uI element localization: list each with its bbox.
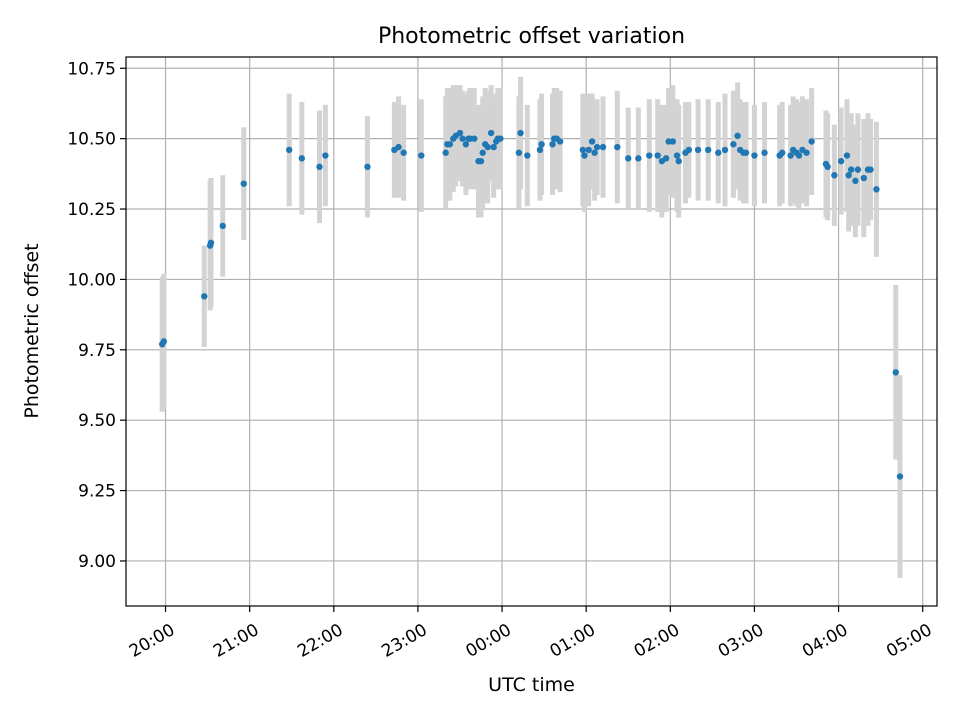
data-point <box>730 141 737 148</box>
data-point <box>803 149 810 156</box>
data-point <box>160 338 168 345</box>
data-point <box>207 239 215 247</box>
data-point <box>418 152 425 159</box>
data-point <box>286 146 293 154</box>
data-point <box>322 152 329 159</box>
data-point <box>694 146 702 154</box>
data-point <box>704 146 712 154</box>
y-tick-label: 10.00 <box>67 270 116 290</box>
data-point <box>721 146 729 154</box>
y-tick-label: 9.50 <box>78 411 116 431</box>
data-point <box>787 152 794 159</box>
data-point <box>779 149 786 156</box>
data-point <box>591 149 598 156</box>
data-point <box>845 172 852 179</box>
data-point <box>751 152 758 159</box>
data-point <box>536 146 544 154</box>
data-point <box>446 141 454 148</box>
data-point <box>479 149 486 156</box>
data-point <box>477 157 485 165</box>
y-tick-label: 10.50 <box>67 130 116 150</box>
data-point <box>497 135 504 142</box>
data-point <box>316 163 323 170</box>
data-point <box>873 186 880 193</box>
data-point <box>484 143 491 151</box>
data-point <box>585 146 592 154</box>
data-point <box>442 149 449 156</box>
data-point <box>298 155 306 162</box>
y-tick-label: 10.25 <box>67 200 116 220</box>
data-point <box>675 157 682 165</box>
data-point <box>579 146 587 154</box>
data-point <box>854 166 862 173</box>
data-point <box>761 149 768 156</box>
data-point <box>646 152 653 159</box>
data-point <box>524 152 531 159</box>
data-point <box>892 369 899 376</box>
data-point <box>364 163 371 170</box>
data-points <box>158 129 904 480</box>
y-tick-label: 9.00 <box>78 552 116 572</box>
data-point <box>515 149 523 156</box>
plot-frame <box>125 56 938 607</box>
chart-title: Photometric offset variation <box>378 24 685 49</box>
x-axis-label: UTC time <box>488 674 575 696</box>
data-point <box>588 138 596 145</box>
data-point <box>896 473 904 480</box>
data-point <box>395 143 402 151</box>
data-point <box>808 138 815 145</box>
data-point <box>599 143 607 151</box>
data-point <box>860 174 868 182</box>
data-point <box>487 129 495 137</box>
data-point <box>843 152 851 159</box>
data-point <box>824 163 831 170</box>
data-point <box>462 141 470 148</box>
data-point <box>549 141 556 148</box>
data-point <box>742 149 750 156</box>
data-point <box>456 129 464 137</box>
data-point <box>240 180 247 187</box>
data-point <box>867 166 874 173</box>
data-point <box>852 177 859 185</box>
data-point <box>471 135 478 142</box>
data-point <box>459 135 466 142</box>
data-point <box>734 132 741 140</box>
data-point <box>593 143 601 151</box>
data-point <box>581 152 588 159</box>
y-tick-label: 9.25 <box>78 482 116 502</box>
data-point <box>219 222 226 230</box>
data-point <box>685 146 693 154</box>
data-point <box>635 155 642 162</box>
data-point <box>625 155 632 162</box>
data-point <box>556 138 564 145</box>
data-point <box>669 138 677 145</box>
data-point <box>400 149 407 156</box>
data-point <box>715 149 722 156</box>
y-tick-label: 10.75 <box>67 59 116 79</box>
data-point <box>795 152 803 159</box>
data-point <box>490 143 497 151</box>
data-point <box>538 141 545 148</box>
y-axis-label: Photometric offset <box>21 243 43 418</box>
data-point <box>831 172 838 179</box>
data-point <box>662 155 670 162</box>
data-point <box>517 129 524 137</box>
y-axis-ticks: 9.00 9.25 9.50 9.75 10.00 10.25 10.50 10.75 <box>67 59 126 572</box>
data-point <box>201 293 208 300</box>
data-point <box>654 152 661 159</box>
data-point <box>837 157 845 165</box>
data-point <box>614 143 621 151</box>
data-point <box>673 152 681 159</box>
data-point <box>847 166 855 173</box>
y-tick-label: 9.75 <box>78 341 116 361</box>
